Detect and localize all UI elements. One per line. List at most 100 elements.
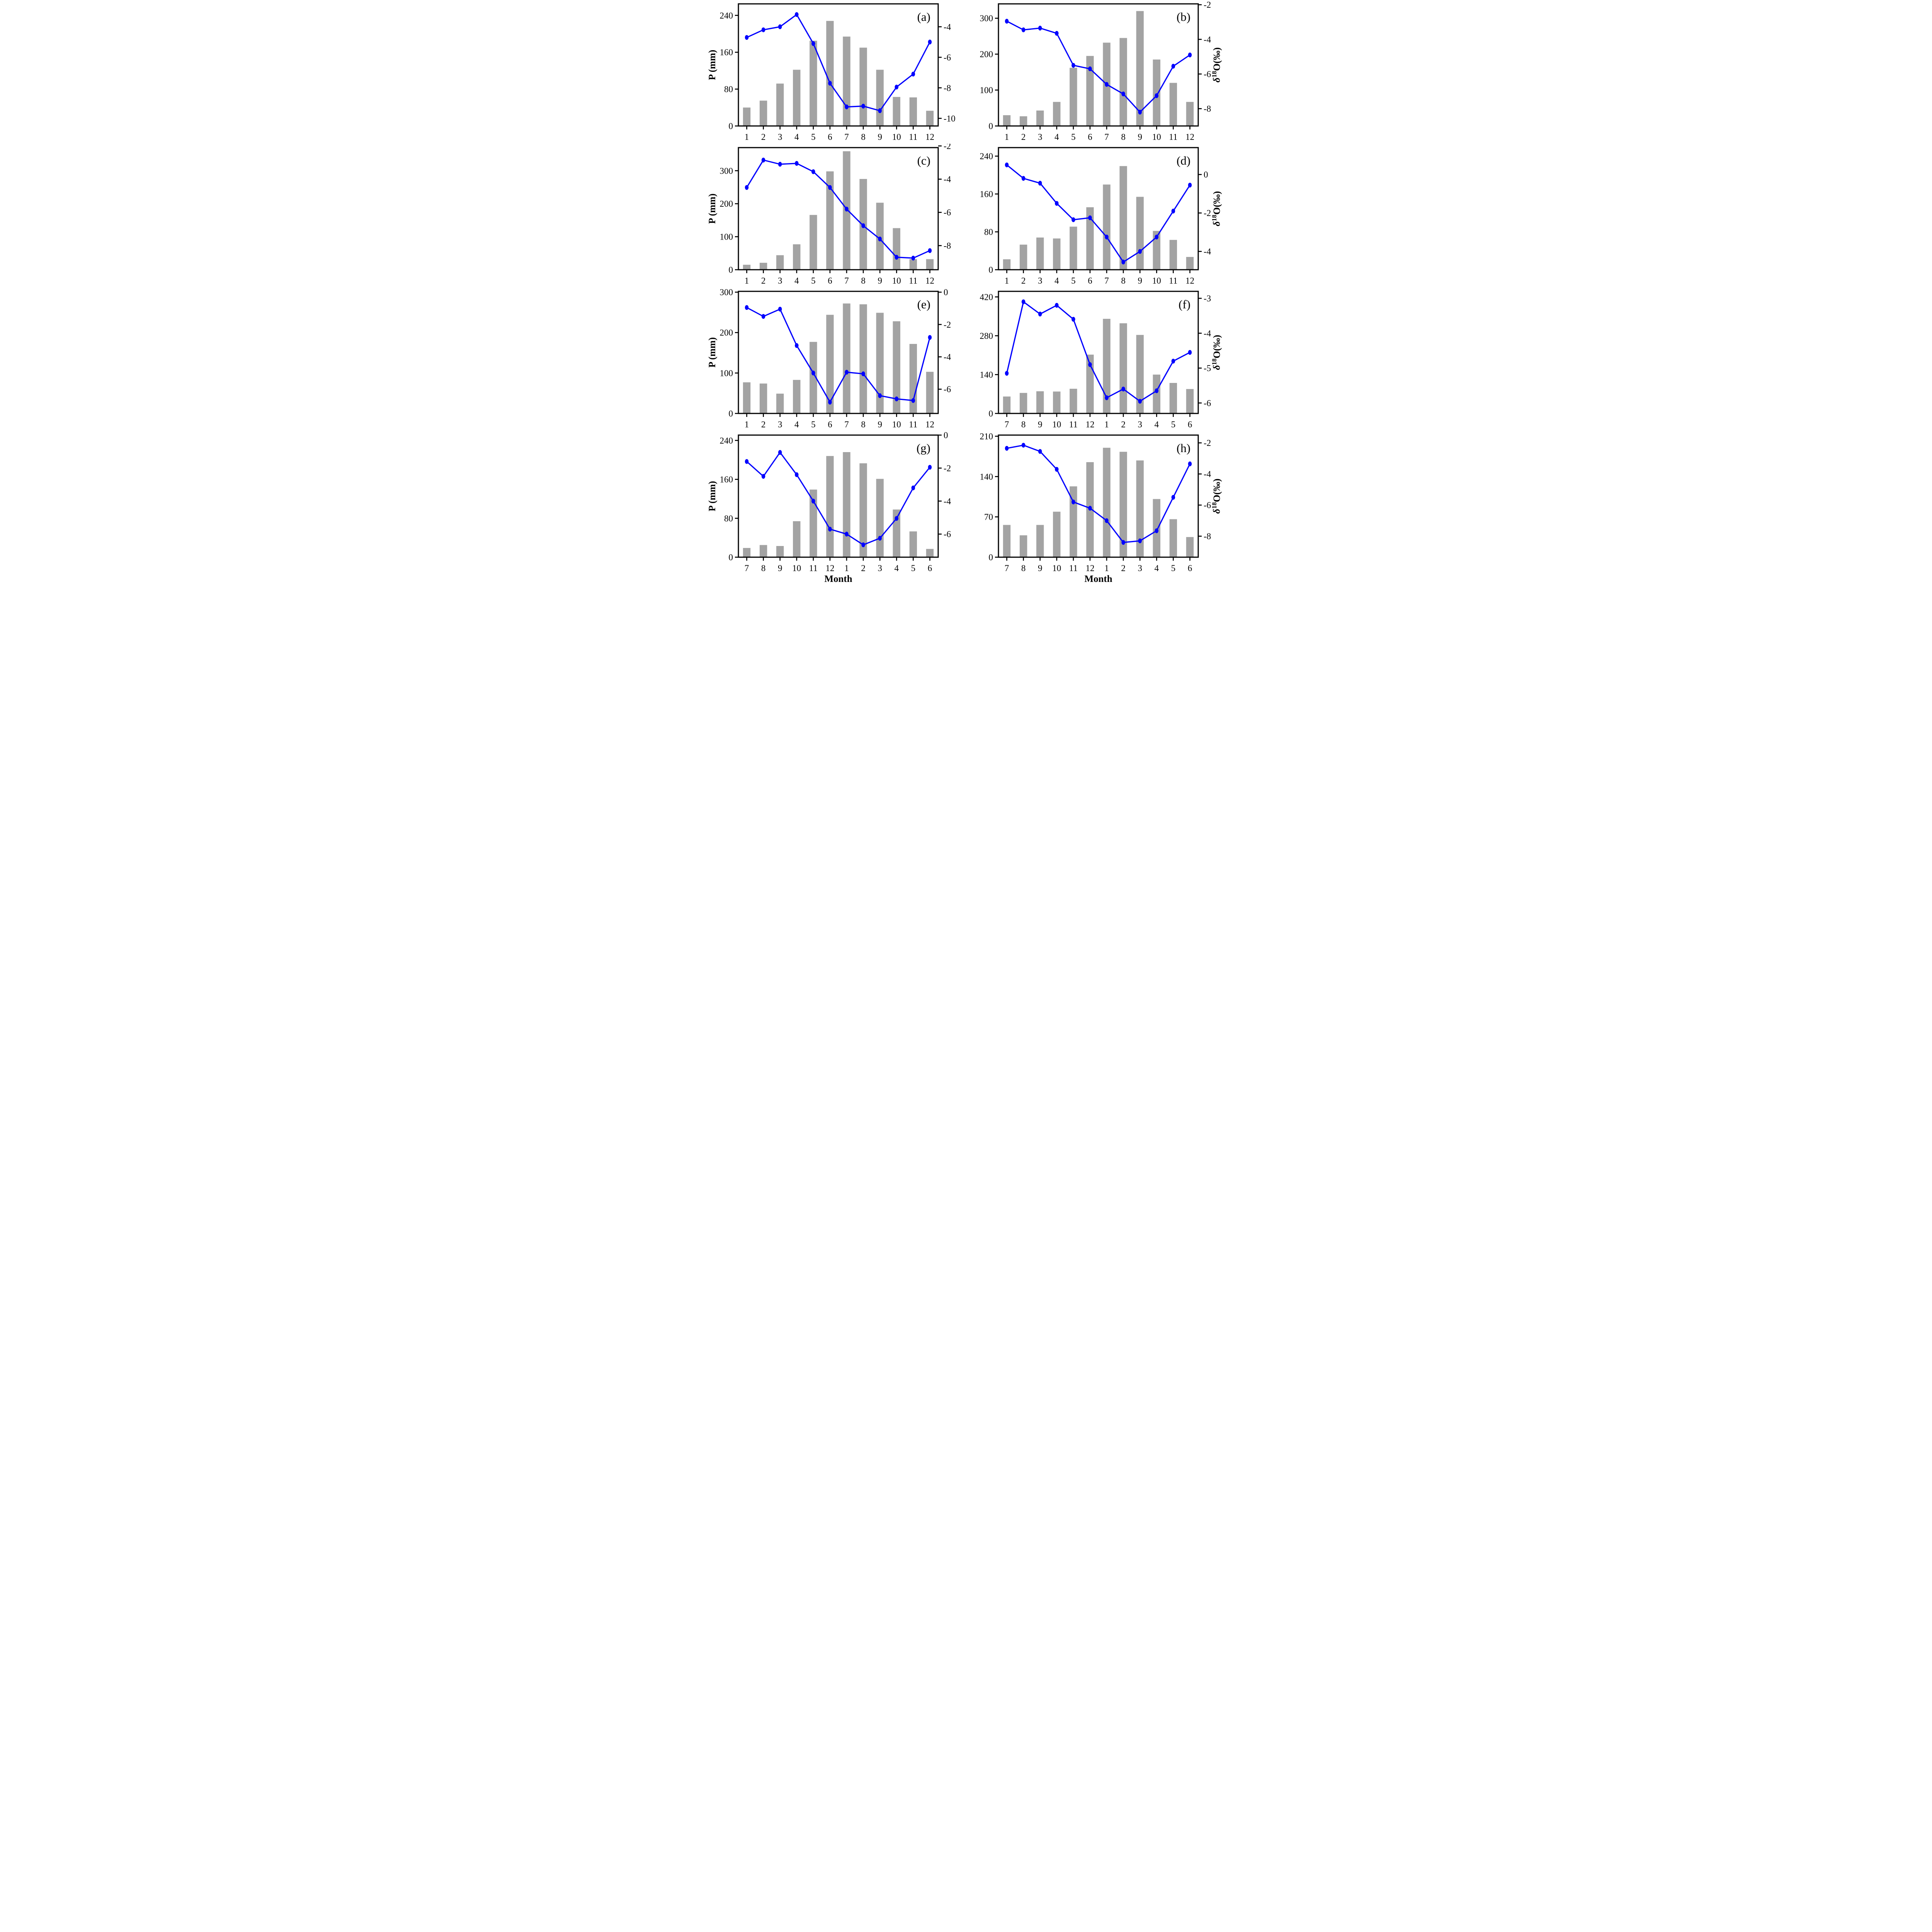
precip-bar (859, 48, 867, 126)
precip-bar (1019, 245, 1027, 270)
d18o-marker (1188, 53, 1192, 58)
right-tick-label: -8 (944, 83, 951, 93)
precip-bar (859, 463, 867, 557)
precip-bar (1086, 207, 1094, 270)
precip-bar (1153, 231, 1160, 270)
month-tick-label: 10 (1152, 276, 1161, 286)
month-tick-label: 11 (909, 276, 917, 286)
x-axis-title: Month (824, 574, 852, 584)
plot-frame (998, 291, 1199, 414)
right-tick-label: -8 (1204, 532, 1211, 541)
month-tick-label: 1 (1005, 132, 1009, 142)
d18o-marker (861, 223, 865, 228)
d18o-marker (895, 396, 899, 401)
precip-bar (1036, 111, 1044, 126)
precip-bar (909, 531, 917, 557)
d18o-marker (1121, 259, 1125, 265)
month-tick-label: 11 (909, 132, 917, 142)
right-tick-label: -8 (1204, 104, 1211, 114)
month-tick-label: 5 (1071, 132, 1076, 142)
precip-bar (876, 70, 884, 126)
left-tick-label: 0 (989, 265, 993, 275)
precip-bar (743, 107, 751, 126)
precip-bar (1186, 537, 1194, 557)
month-tick-label: 6 (1088, 276, 1092, 286)
month-tick-label: 6 (1188, 420, 1192, 429)
month-tick-label: 2 (761, 420, 766, 429)
d18o-marker (761, 27, 765, 32)
month-tick-label: 5 (811, 276, 816, 286)
right-tick-label: -2 (1204, 0, 1211, 10)
month-tick-label: 12 (825, 563, 834, 573)
d18o-line (1006, 20, 1190, 113)
precip-bar (1103, 184, 1111, 270)
d18o-marker (1038, 449, 1042, 454)
left-tick-label: 300 (980, 14, 993, 23)
plot-frame (998, 434, 1199, 558)
panel-g: 0 80 160 240 0 -2 -4 -6 7 8 9 10 11 12 1 2 3 4 5 6 (g) P (mm)… (706, 431, 966, 587)
d18o-marker (928, 248, 932, 253)
d18o-line (1006, 164, 1190, 263)
right-tick-label: -4 (944, 497, 951, 506)
panel-letter: (c) (917, 154, 930, 167)
d18o-marker (761, 158, 765, 163)
precip-bar (1003, 259, 1011, 270)
precip-bar (1136, 460, 1144, 557)
left-tick-label: 100 (980, 85, 993, 95)
left-tick-label: 420 (980, 292, 993, 302)
panel-c: 0 100 200 300 -2 -4 -6 -8 1 2 3 4 5 6 7 8 9 10 11 12 (c) P (m… (706, 144, 966, 287)
d18o-marker (794, 472, 799, 477)
d18o-marker (895, 255, 899, 260)
d18o-marker (1038, 180, 1042, 186)
month-tick-label: 5 (911, 563, 916, 573)
month-tick-label: 9 (878, 132, 882, 142)
month-tick-label: 2 (1121, 420, 1126, 429)
precip-bar (1136, 335, 1144, 413)
left-tick-label: 160 (720, 475, 733, 485)
month-tick-label: 6 (828, 420, 832, 429)
d18o-line (1007, 444, 1190, 543)
precip-bar (1036, 391, 1044, 413)
d18o-marker (1121, 540, 1125, 545)
d18o-marker (1138, 538, 1142, 543)
d18o-marker (1054, 31, 1059, 36)
left-tick-label: 160 (720, 48, 733, 57)
d18o-marker (1005, 371, 1009, 376)
panel-letter: (d) (1177, 154, 1190, 167)
d18o-marker (745, 305, 749, 310)
month-tick-label: 6 (1088, 132, 1092, 142)
d18o-marker (911, 71, 915, 77)
precip-bar (1103, 447, 1111, 557)
d18o-marker (811, 169, 815, 174)
precip-bar (1036, 525, 1044, 557)
d18o-marker (861, 371, 865, 376)
month-tick-label: 3 (778, 420, 782, 429)
d18o-marker (828, 81, 832, 86)
d18o-marker (828, 400, 832, 405)
precip-bar (1070, 389, 1077, 413)
month-tick-label: 3 (778, 132, 782, 142)
month-tick-label: 7 (1005, 563, 1009, 573)
month-tick-label: 9 (1038, 420, 1043, 429)
right-axis-title: δ18O(‰) (1211, 191, 1222, 226)
month-tick-label: 8 (1121, 132, 1126, 142)
precip-bar (893, 321, 900, 413)
d18o-marker (928, 465, 932, 470)
d18o-marker (1005, 162, 1009, 167)
left-tick-label: 0 (989, 409, 993, 418)
precip-bar (1136, 197, 1144, 270)
precip-bar (743, 548, 751, 557)
month-tick-label: 2 (861, 563, 866, 573)
d18o-marker (1171, 209, 1175, 214)
precip-bar (1053, 238, 1061, 270)
precip-bar (810, 41, 817, 126)
month-tick-label: 4 (1155, 420, 1159, 429)
month-tick-label: 12 (1085, 563, 1094, 573)
left-tick-label: 80 (724, 514, 733, 523)
d18o-marker (1071, 499, 1075, 505)
panel-h: 0 70 140 210 -2 -4 -6 -8 7 8 9 10 11 12 1 2 3 4 5 6 (h) δ18O(… (966, 431, 1226, 587)
d18o-marker (1171, 359, 1175, 364)
precip-bar (826, 315, 834, 413)
